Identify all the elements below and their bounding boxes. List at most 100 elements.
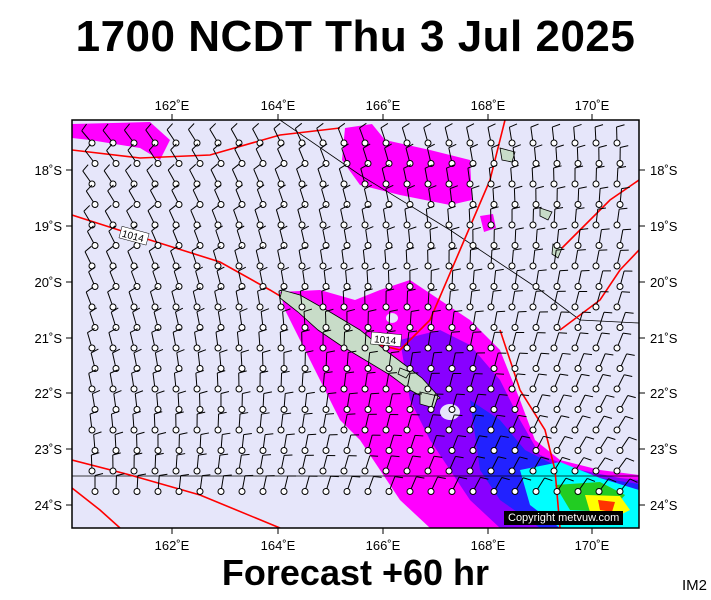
wind-barb-station xyxy=(466,221,474,229)
wind-barb-station xyxy=(256,262,264,270)
wind-barb-station xyxy=(406,283,414,290)
wind-barb-feather xyxy=(194,328,203,333)
wind-barb-station xyxy=(154,160,162,167)
wind-barb-feather xyxy=(173,266,182,272)
wind-barb-feather xyxy=(444,123,453,128)
wind-barb-station xyxy=(361,385,369,393)
wind-barb-feather xyxy=(625,311,634,314)
wind-barb-feather xyxy=(622,332,632,335)
wind-barb-station xyxy=(448,406,456,413)
wind-barb-station xyxy=(424,426,432,434)
wind-barb-feather xyxy=(113,390,122,395)
wind-barb-feather xyxy=(282,412,292,415)
wind-barb-station xyxy=(406,406,414,413)
wind-barb-station xyxy=(256,303,264,311)
wind-barb-station xyxy=(553,201,561,208)
wind-barb-station xyxy=(256,180,264,188)
wind-barb-feather xyxy=(540,352,550,355)
wind-barb-station xyxy=(301,406,309,413)
wind-barb-feather xyxy=(342,184,351,190)
wind-barb-station xyxy=(238,365,246,372)
wind-barb-station xyxy=(613,180,621,188)
wind-barb-feather xyxy=(325,413,335,415)
wind-barb-station xyxy=(340,303,348,311)
wind-barb-station xyxy=(361,139,369,147)
wind-barb-feather xyxy=(516,269,526,272)
wind-barb-station xyxy=(487,385,495,393)
wind-barb-station xyxy=(130,385,138,393)
wind-barb-feather xyxy=(361,205,370,210)
wind-barb-feather xyxy=(454,414,463,417)
wind-barb-feather xyxy=(487,123,496,128)
wind-barb-station xyxy=(595,324,603,331)
wind-barb-station xyxy=(361,426,369,434)
wind-barb-feather xyxy=(343,288,352,292)
wind-barb-feather xyxy=(127,245,135,252)
wind-barb-feather xyxy=(215,328,224,333)
wind-barb-feather xyxy=(262,454,272,456)
wind-barb-station xyxy=(550,344,558,352)
wind-barb-feather xyxy=(136,431,145,435)
wind-barb-feather xyxy=(235,184,243,191)
wind-barb-feather xyxy=(109,369,118,374)
lon-label: 164˚E xyxy=(261,98,296,113)
wind-barb-station xyxy=(280,365,288,372)
wind-barb-feather xyxy=(297,205,306,210)
wind-barb-station xyxy=(196,160,204,167)
wind-barb-station xyxy=(175,406,183,413)
wind-barb-station xyxy=(445,139,453,147)
wind-barb-feather xyxy=(559,269,569,272)
wind-barb-feather xyxy=(148,143,156,151)
wind-barb-feather xyxy=(84,245,92,252)
wind-barb-station xyxy=(403,180,411,188)
wind-barb-station xyxy=(259,488,267,495)
wind-barb-station xyxy=(466,303,474,311)
wind-barb-station xyxy=(301,365,309,372)
wind-barb-feather xyxy=(240,349,250,354)
wind-barb-feather xyxy=(106,245,114,252)
wind-barb-station xyxy=(340,180,348,188)
wind-barb-station xyxy=(298,467,306,475)
wind-barb-feather xyxy=(193,287,201,292)
wind-barb-feather xyxy=(236,225,245,231)
wind-barb-feather xyxy=(416,476,425,479)
wind-barb-station xyxy=(238,447,246,454)
wind-barb-station xyxy=(469,283,477,290)
lon-labels-top: 162˚E 164˚E 166˚E 168˚E 170˚E xyxy=(155,98,610,113)
wind-barb-station xyxy=(529,221,537,229)
lon-label: 162˚E xyxy=(155,98,190,113)
wind-barb-station xyxy=(172,385,180,393)
wind-barb-station xyxy=(298,221,306,229)
wind-barb-station xyxy=(532,283,540,290)
wind-barb-station xyxy=(490,406,498,413)
wind-barb-station xyxy=(574,242,582,249)
wind-barb-feather xyxy=(427,143,435,149)
wind-barb-feather xyxy=(316,122,324,129)
wind-barb-feather xyxy=(194,225,202,231)
wind-barb-station xyxy=(403,467,411,475)
wind-barb-station xyxy=(529,385,537,393)
wind-barb-station xyxy=(550,303,558,311)
wind-barb-feather xyxy=(89,410,98,415)
wind-barb-station xyxy=(217,201,225,208)
wind-barb-station xyxy=(508,426,516,434)
wind-barb-station xyxy=(595,365,603,372)
lon-labels-bottom: 162˚E 164˚E 166˚E 168˚E 170˚E xyxy=(155,538,610,553)
wind-barb-feather xyxy=(85,184,93,192)
wind-barb-station xyxy=(343,447,351,454)
wind-barb-station xyxy=(91,242,99,249)
wind-barb-feather xyxy=(285,391,294,395)
wind-barb-feather xyxy=(180,473,189,477)
wind-barb-station xyxy=(595,447,603,454)
wind-barb-feather xyxy=(557,186,566,189)
wind-barb-station xyxy=(319,303,327,311)
wind-barb-feather xyxy=(583,353,593,356)
wind-barb-feather xyxy=(202,474,211,477)
wind-barb-station xyxy=(214,344,222,352)
wind-barb-feather xyxy=(359,122,367,129)
wind-barb-station xyxy=(595,406,603,413)
wind-barb-feather xyxy=(553,165,562,169)
wind-barb-station xyxy=(595,160,603,167)
wind-barb-feather xyxy=(109,266,117,273)
wind-barb-station xyxy=(196,406,204,413)
